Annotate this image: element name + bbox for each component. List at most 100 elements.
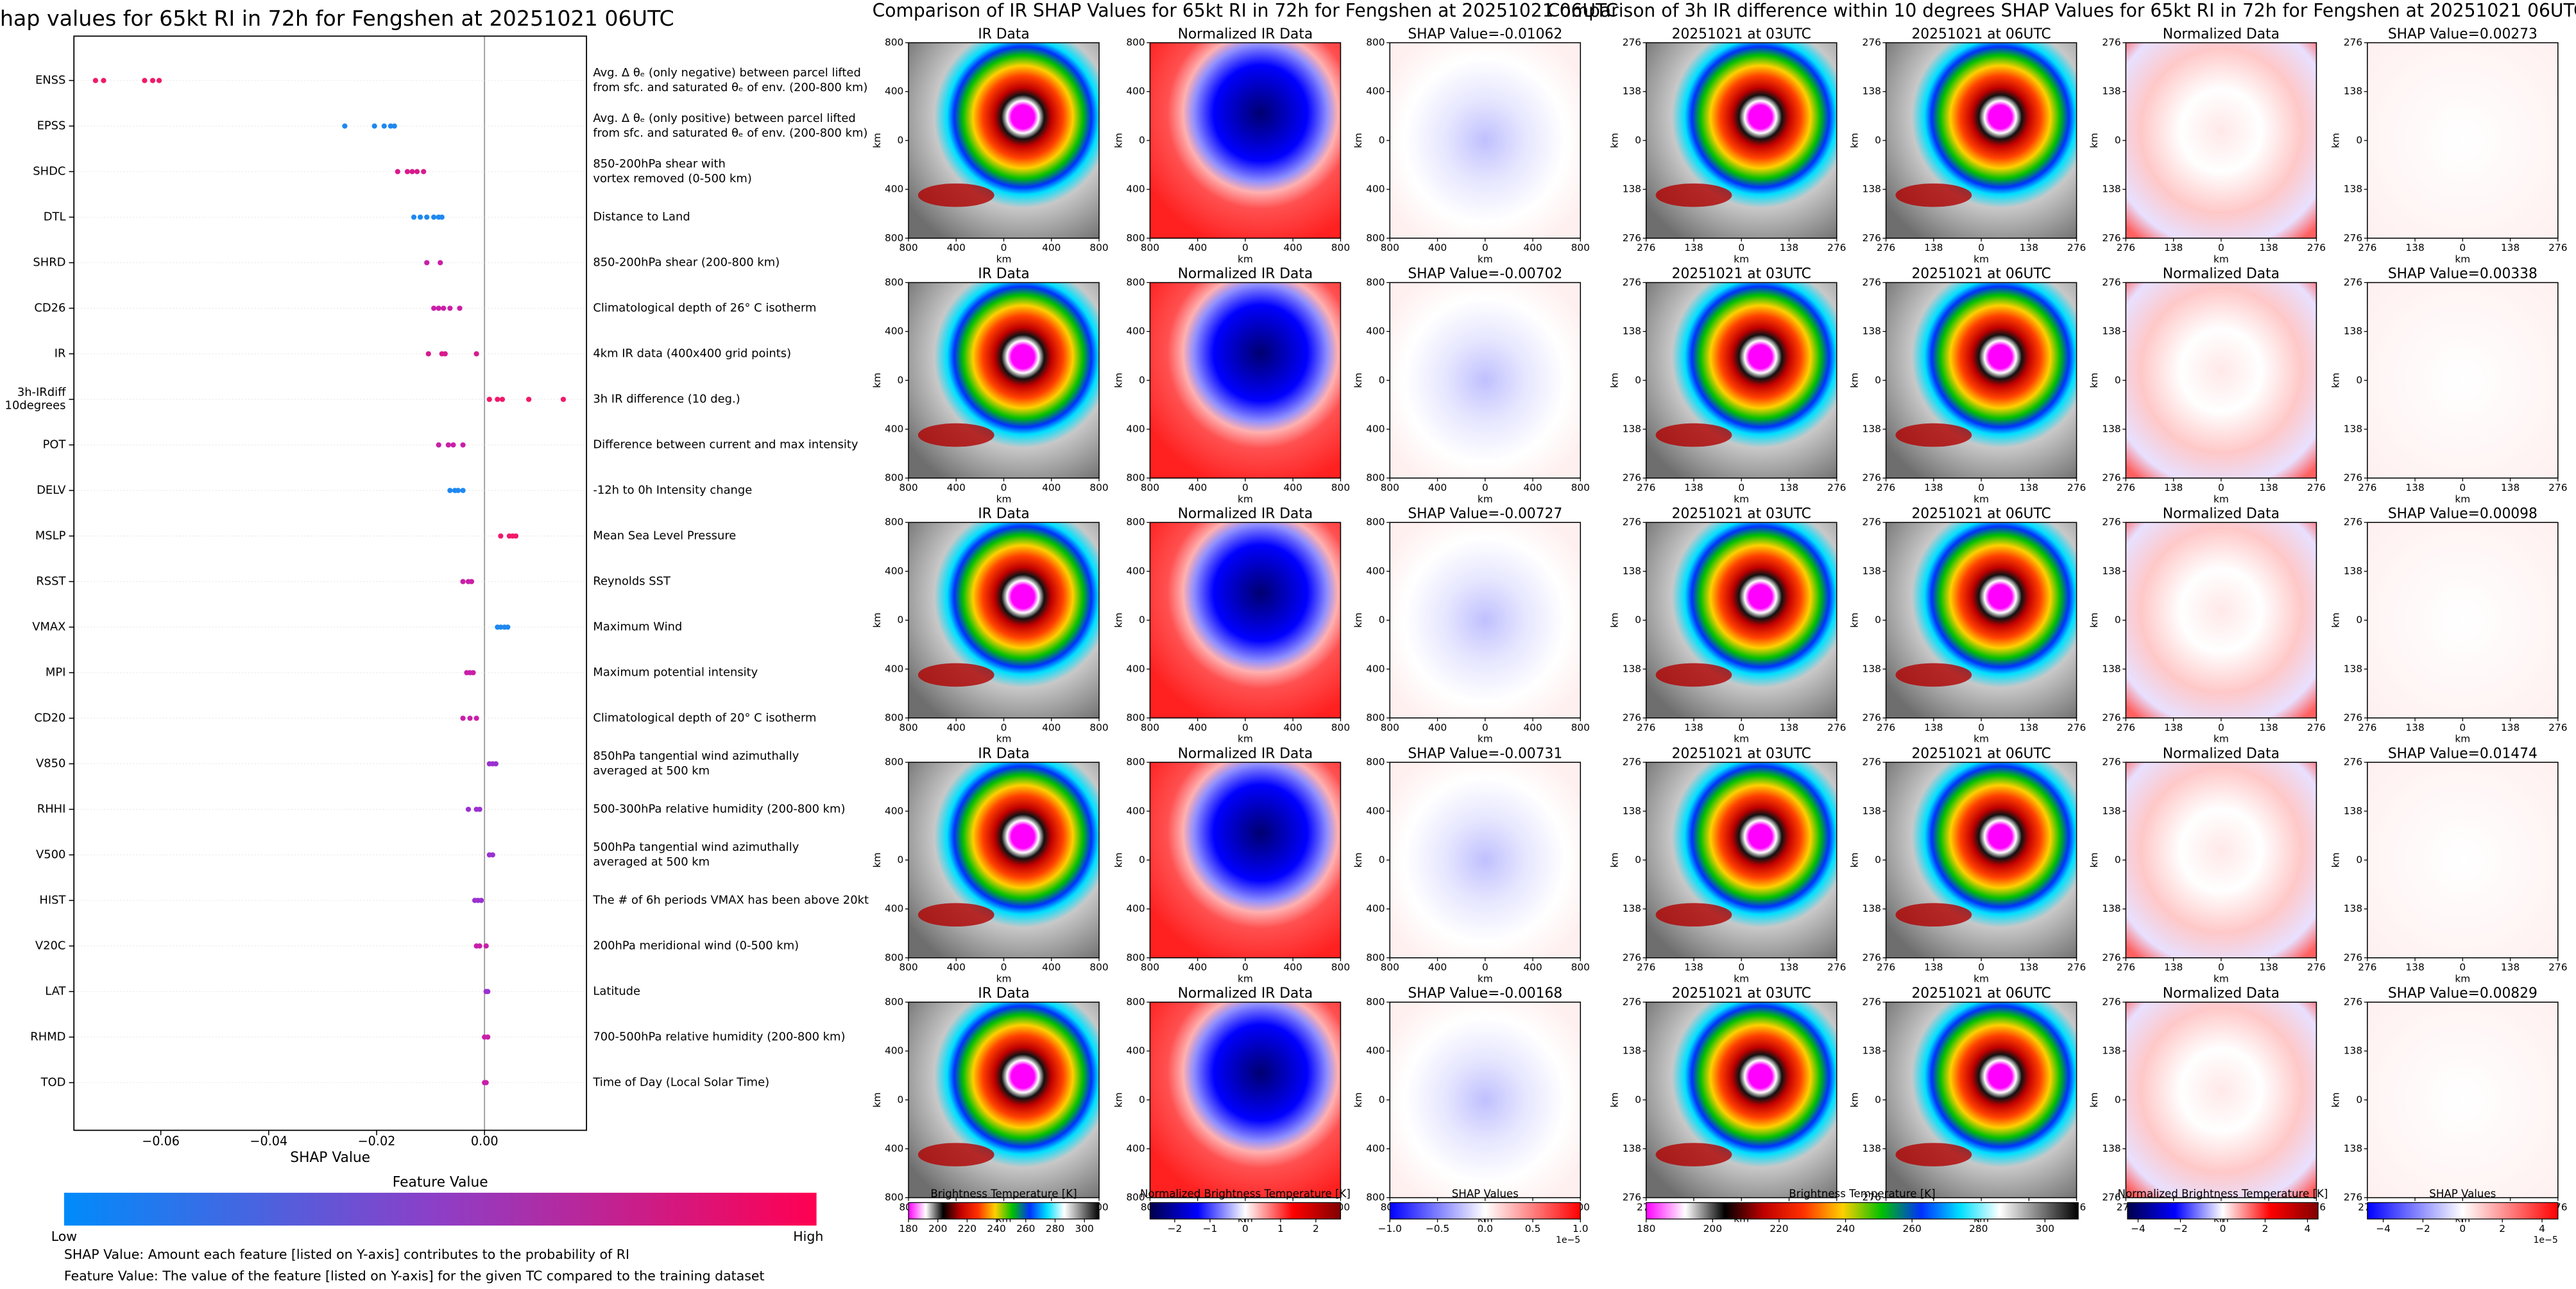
y-tick-label: 0 <box>1875 374 1881 386</box>
y-tick-label: 400 <box>1126 1143 1145 1154</box>
y-tick-label: 138 <box>1863 805 1881 817</box>
y-tick-label: 138 <box>2102 184 2120 195</box>
y-tick-label: 800 <box>885 712 903 723</box>
x-tick-label: 138 <box>2020 962 2038 973</box>
image-feature <box>1655 1143 1732 1166</box>
x-tick-label: 400 <box>1284 242 1302 253</box>
y-tick-label: 400 <box>1366 805 1385 817</box>
y-tick-label: 800 <box>1126 996 1145 1007</box>
image-title: IR Data <box>978 506 1029 522</box>
x-tick-label: 400 <box>1284 482 1302 493</box>
x-tick-label: 138 <box>2020 242 2038 253</box>
image-title: 20251021 at 03UTC <box>1672 506 1811 522</box>
image <box>1150 42 1341 239</box>
y-tick-label: 400 <box>1366 1045 1385 1057</box>
y-tick-label: HIST <box>39 893 65 907</box>
y-axis-label: km <box>871 853 883 868</box>
y-tick-label: VMAX <box>32 620 65 633</box>
image-feature <box>1655 903 1732 927</box>
y-tick-label: 0 <box>1635 854 1641 866</box>
point <box>470 670 476 676</box>
image-title: Normalized Data <box>2163 746 2280 762</box>
colorbar-tick-label: 0 <box>2459 1223 2466 1234</box>
colorbar <box>1389 1202 1581 1220</box>
point <box>439 214 445 220</box>
x-tick-label: 0 <box>1978 242 1984 253</box>
x-axis-label: km <box>1974 733 1989 745</box>
x-tick-label: 400 <box>1188 242 1207 253</box>
x-axis-label: km <box>1238 253 1253 265</box>
x-tick-label: 800 <box>1571 242 1590 253</box>
x-axis-label: km <box>1734 493 1749 505</box>
x-tick-label: 800 <box>899 242 917 253</box>
image-title: 20251021 at 03UTC <box>1672 986 1811 1002</box>
colorbar-title: Feature Value <box>393 1175 488 1191</box>
colorbar-tick-label: 0 <box>1242 1223 1249 1234</box>
image <box>1390 282 1581 479</box>
y-axis-label: km <box>1609 853 1621 868</box>
y-tick-label: 276 <box>1863 472 1881 484</box>
feature-description: 700-500hPa relative humidity (200-800 km… <box>593 1030 845 1043</box>
image <box>2126 762 2317 958</box>
point <box>445 442 451 448</box>
point <box>467 715 473 721</box>
x-tick-label: 800 <box>1089 482 1108 493</box>
y-tick-label: 400 <box>885 1143 903 1154</box>
x-tick-label: 800 <box>1141 722 1159 733</box>
y-tick-label: 276 <box>2344 472 2362 484</box>
y-tick-label: 276 <box>1863 232 1881 244</box>
image <box>1150 762 1341 958</box>
feature-description: 850-200hPa shear (200-800 km) <box>593 255 780 269</box>
x-tick-label: −0.04 <box>250 1134 287 1148</box>
x-tick-label: 400 <box>1523 962 1542 973</box>
y-tick-label: 276 <box>2102 516 2120 528</box>
x-tick-label: 276 <box>2307 482 2326 493</box>
point <box>468 579 475 585</box>
colorbar-tick-label: 2 <box>1313 1223 1319 1234</box>
point <box>436 442 441 448</box>
x-tick-label: 400 <box>1428 242 1447 253</box>
x-tick-label: 276 <box>1827 962 1846 973</box>
point <box>409 169 415 175</box>
feature-description: 500-300hPa relative humidity (200-800 km… <box>593 802 845 815</box>
y-tick-label: 0 <box>1379 854 1385 866</box>
y-tick-label: 0 <box>1139 1094 1145 1105</box>
point <box>411 214 417 220</box>
y-tick-label: 276 <box>2344 1191 2362 1203</box>
x-tick-label: 0 <box>1242 962 1249 973</box>
y-tick-label: 138 <box>1863 1045 1881 1057</box>
y-tick-label: 800 <box>1366 277 1385 288</box>
x-axis-label: km <box>1478 493 1493 505</box>
image-title: SHAP Value=0.00338 <box>2388 266 2538 282</box>
panel-title: Comparison of 3h IR difference within 10… <box>1548 0 2576 21</box>
y-tick-label: DELV <box>37 483 66 497</box>
x-tick-label: 138 <box>2405 962 2424 973</box>
x-axis-label: km <box>2455 253 2470 265</box>
x-tick-label: 138 <box>1684 242 1703 253</box>
x-tick-label: 276 <box>2548 482 2567 493</box>
y-tick-label: 400 <box>885 85 903 97</box>
x-tick-label: 138 <box>2164 962 2183 973</box>
point <box>499 397 506 402</box>
y-tick-label: SHRD <box>33 255 65 269</box>
image <box>2126 282 2317 479</box>
y-tick-label: ENSS <box>35 73 65 87</box>
y-axis-label: km <box>2088 853 2100 868</box>
feature-description: Maximum Wind <box>593 620 682 633</box>
image-title: IR Data <box>978 746 1029 762</box>
x-tick-label: 138 <box>2501 962 2520 973</box>
image-title: Normalized Data <box>2163 26 2280 42</box>
image <box>1150 282 1341 479</box>
y-tick-label: 800 <box>1366 756 1385 768</box>
x-axis-label: SHAP Value <box>290 1150 370 1166</box>
x-tick-label: 0 <box>1001 962 1007 973</box>
x-tick-label: 800 <box>1381 722 1399 733</box>
y-tick-label: 0 <box>898 134 904 146</box>
y-tick-label: 800 <box>885 756 903 768</box>
colorbar-tick-label: −0.5 <box>1426 1223 1449 1234</box>
x-tick-label: −0.02 <box>358 1134 396 1148</box>
y-axis-label: km <box>1352 1092 1364 1107</box>
y-tick-label: TOD <box>40 1075 66 1089</box>
x-axis-label: km <box>2455 973 2470 985</box>
y-tick-label: 800 <box>1366 37 1385 48</box>
